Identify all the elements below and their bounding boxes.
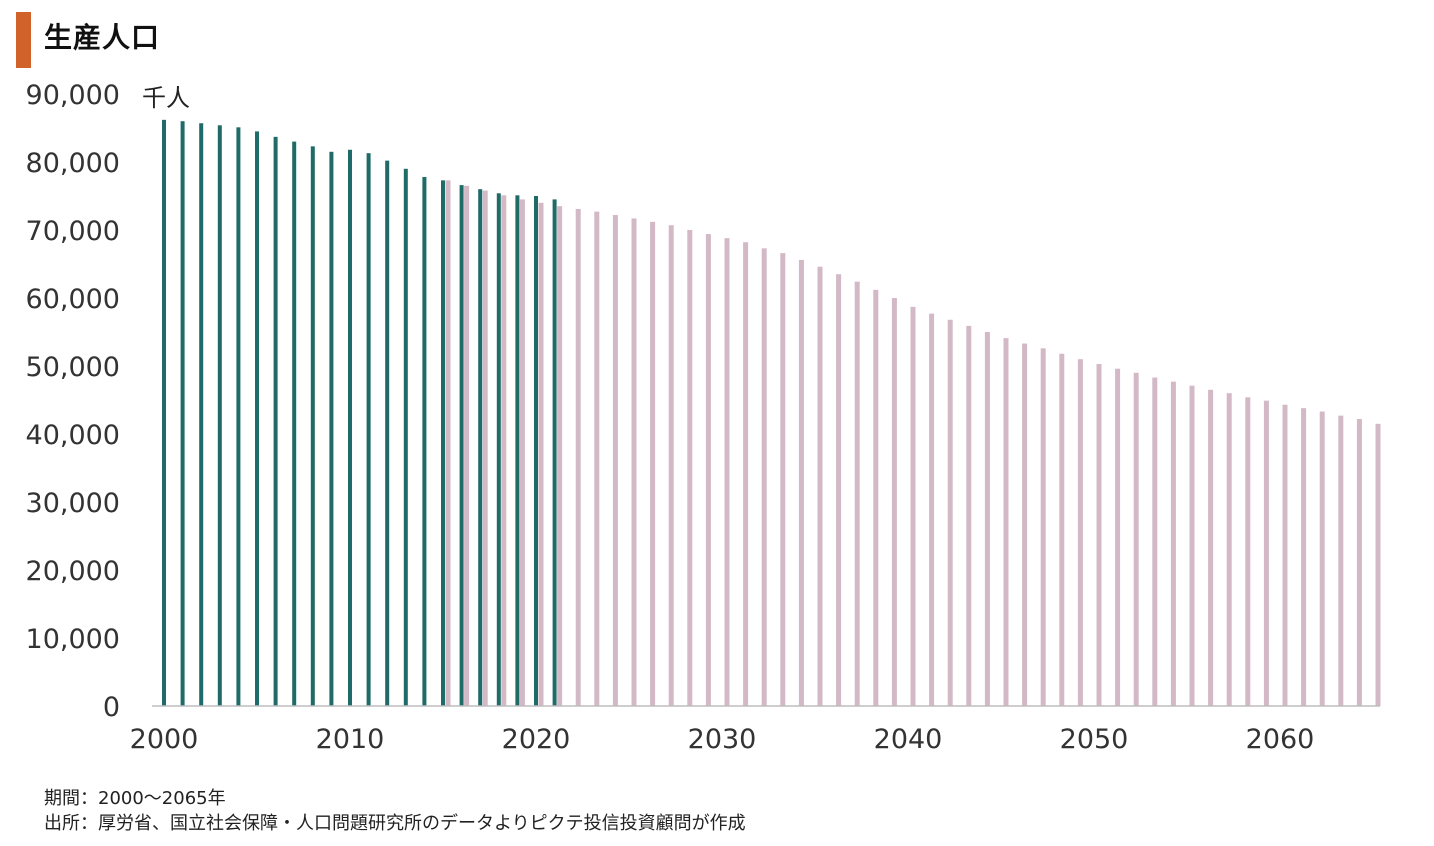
projected-bar bbox=[445, 180, 451, 707]
actual-bar bbox=[422, 176, 427, 706]
projected-bar bbox=[743, 242, 749, 707]
projected-bar bbox=[1208, 389, 1214, 706]
projected-bar bbox=[1226, 393, 1232, 706]
actual-bar bbox=[534, 196, 538, 706]
projected-bar bbox=[668, 225, 674, 707]
projected-bar bbox=[836, 274, 842, 706]
actual-bar bbox=[403, 168, 408, 707]
actual-bar bbox=[292, 141, 297, 707]
projected-bar bbox=[1115, 368, 1121, 706]
y-tick-label: 70,000 bbox=[26, 216, 120, 247]
projected-bar bbox=[1356, 419, 1362, 706]
projected-bar bbox=[1003, 338, 1009, 706]
y-tick-label: 10,000 bbox=[26, 624, 120, 655]
y-unit-label: 千人 bbox=[142, 84, 190, 112]
actual-bar bbox=[199, 123, 204, 707]
footer-source: 出所：厚労省、国立社会保障・人口問題研究所のデータよりピクテ投信投資顧問が作成 bbox=[44, 813, 746, 834]
projected-bar bbox=[687, 230, 693, 706]
actual-bar bbox=[478, 189, 483, 706]
projected-bar bbox=[1263, 400, 1269, 706]
y-tick-label: 20,000 bbox=[26, 556, 120, 587]
projected-bar bbox=[1375, 423, 1381, 706]
projected-bar bbox=[873, 289, 879, 706]
projected-bar bbox=[1059, 353, 1065, 706]
projected-bar bbox=[1152, 377, 1158, 706]
projected-bar bbox=[798, 259, 804, 706]
projected-bar bbox=[854, 281, 860, 706]
footer-notes: 期間：2000～2065年 出所：厚労省、国立社会保障・人口問題研究所のデータよ… bbox=[44, 786, 746, 836]
projected-bar bbox=[1301, 408, 1307, 706]
actual-bar bbox=[217, 125, 222, 706]
projected-bar bbox=[1245, 397, 1251, 706]
projected-bar bbox=[594, 211, 600, 706]
projected-bar bbox=[482, 190, 488, 706]
actual-bar bbox=[273, 136, 278, 707]
projected-bar bbox=[1133, 372, 1139, 706]
actual-bar bbox=[348, 149, 352, 706]
projected-bar bbox=[984, 332, 990, 706]
projected-bar bbox=[1319, 411, 1325, 706]
actual-bar bbox=[515, 195, 520, 706]
footer-period: 期間：2000～2065年 bbox=[44, 788, 226, 809]
projected-bar bbox=[464, 185, 470, 707]
x-tick-label: 2040 bbox=[874, 724, 943, 755]
x-tick-label: 2030 bbox=[688, 724, 757, 755]
y-tick-label: 30,000 bbox=[26, 488, 120, 519]
y-tick-label: 60,000 bbox=[26, 284, 120, 315]
projected-bar bbox=[1077, 359, 1083, 706]
x-tick-label: 2060 bbox=[1246, 724, 1315, 755]
actual-bar bbox=[162, 119, 166, 707]
title-accent-bar bbox=[16, 12, 31, 68]
projected-bar bbox=[612, 215, 618, 707]
x-tick-label: 2020 bbox=[502, 724, 571, 755]
projected-bar bbox=[650, 221, 656, 706]
projected-bar bbox=[575, 208, 581, 707]
projected-bar bbox=[724, 238, 730, 706]
actual-bar bbox=[180, 121, 185, 706]
y-tick-label: 80,000 bbox=[26, 148, 120, 179]
projected-bar bbox=[501, 195, 507, 706]
projected-bar bbox=[1022, 343, 1028, 706]
projected-bar bbox=[538, 202, 544, 707]
projected-bar bbox=[1096, 363, 1102, 706]
projected-bar bbox=[519, 199, 525, 706]
actual-bar bbox=[329, 151, 334, 707]
actual-bar bbox=[552, 199, 557, 706]
chart-title: 生産人口 bbox=[44, 21, 161, 54]
y-tick-label: 90,000 bbox=[26, 80, 120, 111]
projected-bar bbox=[891, 298, 897, 706]
projected-bar bbox=[1338, 415, 1344, 706]
actual-bar bbox=[385, 160, 390, 706]
projected-bar bbox=[910, 306, 916, 706]
actual-bar bbox=[496, 193, 501, 706]
projected-bar bbox=[1189, 385, 1195, 706]
projected-bar bbox=[631, 218, 637, 706]
y-tick-label: 40,000 bbox=[26, 420, 120, 451]
projected-bar bbox=[780, 253, 786, 706]
actual-bar bbox=[255, 131, 259, 706]
projected-bar bbox=[557, 206, 563, 706]
x-tick-label: 2050 bbox=[1060, 724, 1129, 755]
actual-bar bbox=[236, 127, 241, 706]
projected-bar bbox=[1282, 404, 1288, 706]
actual-bar bbox=[441, 180, 445, 707]
actual-bar bbox=[310, 146, 315, 707]
y-tick-label: 0 bbox=[103, 692, 120, 723]
x-tick-label: 2010 bbox=[316, 724, 385, 755]
actual-bar bbox=[366, 153, 371, 706]
projected-bar bbox=[966, 325, 972, 706]
projected-bar bbox=[1170, 381, 1176, 706]
projected-bar bbox=[705, 234, 711, 706]
production-population-chart: 0 10,000 20,000 30,000 40,000 50,000 60,000 70,… bbox=[26, 80, 1381, 755]
projected-bar bbox=[929, 313, 935, 706]
projected-bar bbox=[817, 266, 823, 706]
actual-bar bbox=[459, 185, 464, 706]
y-tick-label: 50,000 bbox=[26, 352, 120, 383]
projected-bar bbox=[947, 319, 953, 706]
x-tick-label: 2000 bbox=[130, 724, 199, 755]
projected-bar bbox=[1040, 348, 1046, 706]
projected-bar bbox=[761, 248, 767, 707]
